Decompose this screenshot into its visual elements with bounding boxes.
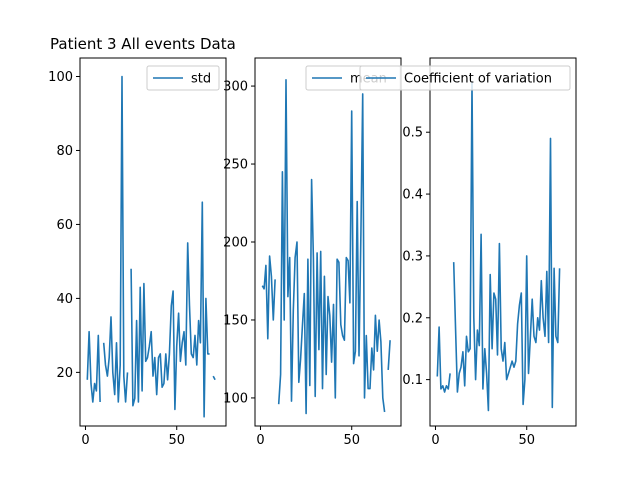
series-line-2-1 — [261, 79, 391, 415]
x-tick-label: 0 — [81, 433, 89, 448]
chart-panel-1: 0 50 20 40 60 80 100 Patient 3 All events Data s… — [48, 35, 236, 448]
y-tick-label: 40 — [56, 292, 73, 307]
y-tick-label: 150 — [223, 313, 248, 328]
axes-frame — [429, 57, 577, 427]
legend: Coefficient of variation — [359, 65, 571, 91]
y-tick-label: 0.1 — [402, 373, 423, 388]
y-tick-label: 250 — [223, 158, 248, 173]
chart-title: Patient 3 All events Data — [50, 35, 236, 53]
y-tick-label: 0.3 — [402, 249, 423, 264]
y-tick-label: 300 — [223, 80, 248, 95]
x-tick-label: 0 — [256, 433, 264, 448]
y-tick-label: 0.4 — [402, 188, 423, 203]
legend-label: Coefficient of variation — [404, 72, 552, 87]
chart-panel-3: 0 50 0.1 0.2 0.3 0.4 0.5 Coefficient of variati… — [359, 57, 577, 448]
legend-label: std — [191, 72, 211, 87]
axes-frame — [254, 57, 402, 427]
y-tick-label: 100 — [223, 391, 248, 406]
x-tick-label: 0 — [431, 433, 439, 448]
x-tick-label: 50 — [518, 433, 535, 448]
series-line-1-1 — [86, 75, 216, 418]
x-tick-label: 50 — [168, 433, 185, 448]
y-tick-label: 80 — [56, 144, 73, 159]
y-tick-label: 60 — [56, 218, 73, 233]
y-tick-label: 100 — [48, 70, 73, 85]
axes-frame — [79, 57, 227, 427]
x-tick-label: 50 — [343, 433, 360, 448]
chart-panel-2: 050100150200250300mean — [223, 57, 402, 448]
legend-box — [359, 65, 571, 91]
y-tick-label: 0.2 — [402, 311, 423, 326]
y-tick-label: 0.5 — [402, 126, 423, 141]
legend: std — [146, 65, 220, 91]
y-tick-label: 200 — [223, 236, 248, 251]
series-line-3-1 — [437, 83, 563, 411]
y-tick-label: 20 — [56, 366, 73, 381]
